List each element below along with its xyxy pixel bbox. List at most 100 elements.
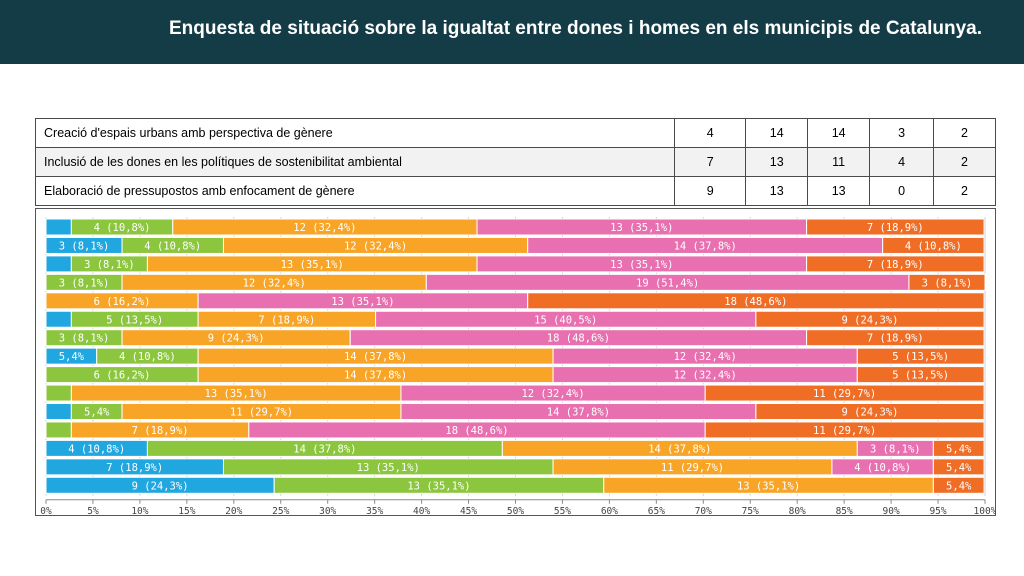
data-label: 11 (29,7%) (813, 425, 876, 437)
bar-segment (932, 439, 985, 457)
cell-value: 13 (745, 176, 809, 206)
table-row: Elaboració de pressupostos amb enfocamen… (34, 176, 996, 206)
x-tick-label: 25% (272, 506, 289, 516)
cell-value: 2 (933, 118, 996, 148)
data-label: 9 (24,3%) (842, 314, 899, 326)
bar-segment (45, 384, 72, 402)
cell-value: 9 (674, 176, 747, 206)
bar-segment (932, 476, 985, 494)
data-label: 7 (18,9%) (106, 462, 163, 474)
x-tick-label: 75% (742, 506, 759, 516)
bar-segment (45, 218, 72, 236)
data-label: 7 (18,9%) (867, 259, 924, 271)
data-label: 12 (32,4%) (674, 370, 737, 382)
data-label: 5,4% (59, 351, 85, 363)
bar-segment (704, 384, 985, 402)
bar-segment (806, 218, 985, 236)
data-label: 12 (32,4%) (243, 277, 306, 289)
cell-value: 13 (807, 176, 871, 206)
bar-segment (882, 236, 985, 254)
data-label: 9 (24,3%) (132, 480, 189, 492)
data-label: 5 (13,5%) (106, 314, 163, 326)
summary-table: Creació d'espais urbans amb perspectiva … (34, 118, 996, 206)
data-label: 18 (48,6%) (724, 296, 787, 308)
data-label: 12 (32,4%) (521, 388, 584, 400)
data-label: 14 (37,8%) (547, 407, 610, 419)
bar-segment (45, 310, 72, 328)
data-label: 18 (48,6%) (445, 425, 508, 437)
data-label: 7 (18,9%) (867, 333, 924, 345)
row-label: Inclusió de les dones en les polítiques … (34, 147, 676, 177)
page-title: Enquesta de situació sobre la igualtat e… (169, 18, 982, 39)
data-label: 5,4% (946, 462, 972, 474)
cell-value: 14 (745, 118, 809, 148)
data-label: 13 (35,1%) (610, 259, 673, 271)
x-tick-label: 65% (648, 506, 665, 516)
x-tick-label: 10% (131, 506, 148, 516)
data-label: 4 (10,8%) (68, 443, 125, 455)
data-label: 4 (10,8%) (119, 351, 176, 363)
x-tick-label: 80% (789, 506, 806, 516)
data-label: 12 (32,4%) (674, 351, 737, 363)
data-label: 13 (35,1%) (205, 388, 268, 400)
x-tick-label: 90% (883, 506, 900, 516)
bar-segment (806, 255, 985, 273)
x-tick-label: 5% (87, 506, 99, 516)
data-label: 3 (8,1%) (59, 240, 110, 252)
bar-segment (908, 273, 986, 291)
data-label: 3 (8,1%) (84, 259, 135, 271)
data-label: 14 (37,8%) (344, 351, 407, 363)
data-label: 12 (32,4%) (344, 240, 407, 252)
table-row: Creació d'espais urbans amb perspectiva … (34, 118, 996, 148)
data-label: 14 (37,8%) (674, 240, 737, 252)
data-label: 4 (10,8%) (854, 462, 911, 474)
data-label: 13 (35,1%) (357, 462, 420, 474)
x-tick-label: 30% (319, 506, 336, 516)
data-label: 5 (13,5%) (892, 351, 949, 363)
data-label: 6 (16,2%) (94, 370, 151, 382)
cell-value: 4 (869, 147, 935, 177)
data-label: 19 (51,4%) (636, 277, 699, 289)
data-label: 4 (10,8%) (144, 240, 201, 252)
bar-segment (45, 403, 72, 420)
data-label: 18 (48,6%) (547, 333, 610, 345)
table-row: Inclusió de les dones en les polítiques … (34, 147, 996, 177)
x-tick-label: 50% (507, 506, 524, 516)
bar-segment (932, 458, 985, 476)
bar-segment (856, 366, 985, 384)
chart-canvas: 4 (10,8%) 12 (32,4%) 13 (35,1%) 7 (18,9%) 3 … (35, 208, 997, 517)
data-label: 4 (10,8%) (94, 222, 151, 234)
x-tick-label: 60% (601, 506, 618, 516)
x-tick-label: 70% (695, 506, 712, 516)
bar-segment (755, 310, 985, 328)
data-label: 14 (37,8%) (344, 370, 407, 382)
cell-value: 14 (807, 118, 871, 148)
data-label: 13 (35,1%) (610, 222, 673, 234)
cell-value: 11 (807, 147, 871, 177)
data-label: 11 (29,7%) (813, 388, 876, 400)
cell-value: 0 (869, 176, 935, 206)
cell-value: 2 (933, 147, 996, 177)
bar-segment (45, 255, 72, 273)
x-tick-label: 35% (366, 506, 383, 516)
data-label: 4 (10,8%) (905, 240, 962, 252)
x-tick-label: 100% (974, 506, 996, 516)
bar-segment (704, 421, 985, 439)
data-label: 9 (24,3%) (208, 333, 265, 345)
x-tick-label: 45% (460, 506, 477, 516)
data-label: 3 (8,1%) (922, 277, 973, 289)
cell-value: 3 (869, 118, 935, 148)
row-label: Creació d'espais urbans amb perspectiva … (34, 118, 676, 148)
cell-value: 2 (933, 176, 996, 206)
x-tick-label: 55% (554, 506, 571, 516)
data-label: 5,4% (84, 407, 110, 419)
bar-segment (856, 347, 985, 365)
data-label: 9 (24,3%) (842, 407, 899, 419)
bar-segment (806, 329, 985, 347)
x-tick-label: 20% (225, 506, 242, 516)
data-label: 3 (8,1%) (870, 443, 921, 455)
data-label: 5,4% (946, 480, 972, 492)
data-label: 11 (29,7%) (661, 462, 724, 474)
stacked-bar-chart: 4 (10,8%) 12 (32,4%) 13 (35,1%) 7 (18,9%) 3 … (35, 208, 997, 517)
x-tick-label: 95% (929, 506, 946, 516)
